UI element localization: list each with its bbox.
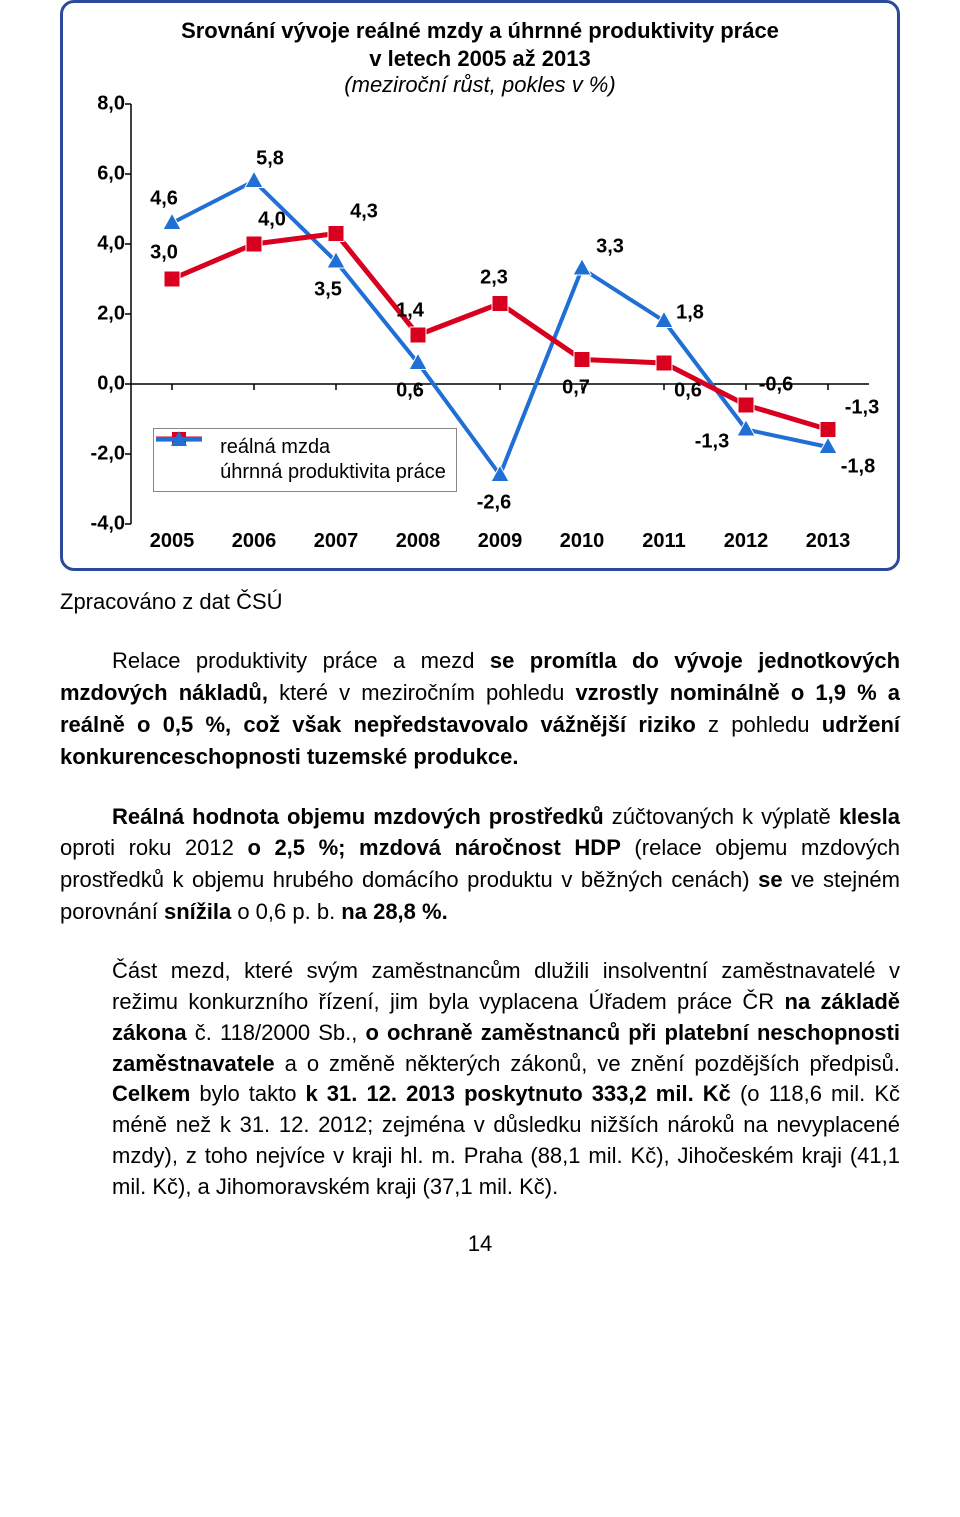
x-tick-label: 2013 (806, 530, 851, 553)
x-tick-label: 2008 (396, 530, 441, 553)
plot-area: -4,0-2,00,02,04,06,08,0 4,65,83,50,6-2,6… (131, 104, 869, 564)
x-tick-label: 2005 (150, 530, 195, 553)
x-tick-label: 2007 (314, 530, 359, 553)
paragraph-3: Část mezd, které svým zaměstnancům dluži… (112, 956, 900, 1202)
legend-item: úhrnná produktivita práce (162, 460, 446, 485)
paragraph-1: Relace produktivity práce a mezd se prom… (60, 645, 900, 773)
x-tick-label: 2006 (232, 530, 277, 553)
chart-title-line2: v letech 2005 až 2013 (81, 45, 879, 73)
y-tick-label: 6,0 (97, 163, 125, 186)
page-number: 14 (60, 1231, 900, 1257)
comparison-chart: Srovnání vývoje reálné mzdy a úhrnné pro… (60, 0, 900, 571)
y-tick-label: 0,0 (97, 373, 125, 396)
y-tick-label: 2,0 (97, 303, 125, 326)
y-tick-label: 8,0 (97, 93, 125, 116)
chart-title-line1: Srovnání vývoje reálné mzdy a úhrnné pro… (81, 17, 879, 45)
plot-canvas: 4,65,83,50,6-2,63,31,8-1,3-1,83,04,04,31… (131, 104, 869, 524)
x-tick-label: 2009 (478, 530, 523, 553)
triangle-marker-icon (162, 462, 212, 482)
x-tick-label: 2012 (724, 530, 769, 553)
y-tick-label: 4,0 (97, 233, 125, 256)
y-axis: -4,0-2,00,02,04,06,08,0 (81, 104, 131, 524)
paragraph-2: Reálná hodnota objemu mzdových prostředk… (60, 801, 900, 929)
chart-source: Zpracováno z dat ČSÚ (60, 589, 900, 615)
x-tick-label: 2010 (560, 530, 605, 553)
y-tick-label: -4,0 (91, 513, 125, 536)
y-tick-label: -2,0 (91, 443, 125, 466)
chart-subtitle: (meziroční růst, pokles v %) (81, 72, 879, 98)
chart-legend: reálná mzdaúhrnná produktivita práce (153, 428, 457, 492)
x-tick-label: 2011 (642, 530, 685, 553)
x-axis: 2005 2006 2007 2008 2009 2010 2011 2012 2013 (131, 530, 869, 560)
